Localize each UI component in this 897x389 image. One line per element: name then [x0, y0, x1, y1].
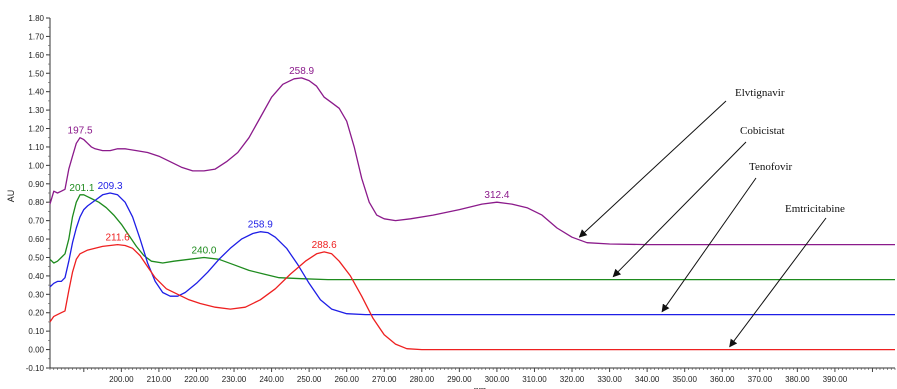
peak-label: 240.0	[191, 245, 216, 256]
series-line-cobicistat	[49, 194, 895, 281]
peak-label: 258.9	[248, 220, 273, 231]
x-tick-label: 210.00	[147, 375, 172, 384]
x-tick-label: 230.00	[222, 375, 247, 384]
peak-label: 197.5	[68, 126, 93, 137]
y-tick-label: 1.00	[28, 161, 44, 170]
x-tick-label: 280.00	[410, 375, 435, 384]
callout-arrow	[661, 177, 757, 313]
y-tick-label: 1.20	[28, 125, 44, 134]
y-tick-label: 0.50	[28, 253, 44, 262]
y-tick-label: 0.00	[28, 346, 44, 355]
y-axis-ticks: -0.10 0.00 0.10 0.20 0.30 0.40 0.50 0.60 0.70 0.8…	[26, 14, 50, 373]
x-tick-label: 360.00	[710, 375, 735, 384]
y-tick-label: 0.80	[28, 198, 44, 207]
peak-label: 201.1	[69, 183, 94, 194]
y-tick-label: 0.40	[28, 272, 44, 281]
y-tick-label: 1.80	[28, 14, 44, 23]
x-tick-label: 370.00	[748, 375, 773, 384]
peak-label: 288.6	[312, 240, 337, 251]
x-tick-label: 250.00	[297, 375, 322, 384]
x-tick-label: 380.00	[785, 375, 810, 384]
x-axis-ticks: 200.00 210.00 220.00 230.00 240.00 250.00 260.…	[49, 368, 896, 384]
x-tick-label: 270.00	[372, 375, 397, 384]
x-tick-label: 390.00	[823, 375, 848, 384]
series-line-tenofovir	[49, 192, 895, 316]
y-tick-label: 0.10	[28, 327, 44, 336]
y-tick-label: 1.70	[28, 32, 44, 41]
y-axis-label: AU	[6, 190, 16, 203]
y-tick-label: 1.60	[28, 51, 44, 60]
y-tick-label: 0.30	[28, 290, 44, 299]
callout-arrow	[729, 217, 827, 348]
callout-label: Cobicistat	[740, 125, 785, 137]
series-line-emtricitabine	[49, 243, 895, 351]
peak-label: 312.4	[484, 190, 509, 201]
x-tick-label: 290.00	[447, 375, 472, 384]
x-tick-label: 310.00	[522, 375, 547, 384]
callout-arrow	[612, 141, 747, 278]
y-tick-label: 1.40	[28, 88, 44, 97]
x-tick-label: 350.00	[672, 375, 697, 384]
callout-label: Tenofovir	[749, 161, 793, 173]
peak-label: 258.9	[289, 66, 314, 77]
callout-label: Elvtignavir	[735, 87, 785, 99]
y-tick-label: 0.90	[28, 180, 44, 189]
y-tick-label: 1.50	[28, 69, 44, 78]
y-tick-label: 0.20	[28, 309, 44, 318]
peak-label: 211.6	[105, 233, 130, 244]
y-tick-label: 0.60	[28, 235, 44, 244]
x-axis-label: nm	[474, 385, 487, 389]
x-tick-label: 340.00	[635, 375, 660, 384]
series-line-elvtignavir	[49, 77, 895, 246]
x-tick-label: 200.00	[109, 375, 134, 384]
spectra-lines	[49, 77, 895, 351]
compound-callouts: Elvtignavir Cobicistat Tenofovir Emtricitab…	[578, 87, 845, 348]
y-tick-label: 0.70	[28, 217, 44, 226]
callout-label: Emtricitabine	[785, 203, 845, 215]
peak-labels: 197.5 258.9 312.4 201.1 240.0 209.3 258.9 211.6…	[68, 66, 510, 257]
x-tick-label: 330.00	[597, 375, 622, 384]
x-tick-label: 220.00	[184, 375, 209, 384]
x-tick-label: 300.00	[485, 375, 510, 384]
x-tick-label: 240.00	[259, 375, 284, 384]
peak-label: 209.3	[98, 181, 123, 192]
y-tick-label: 1.10	[28, 143, 44, 152]
y-tick-label: 1.30	[28, 106, 44, 115]
x-tick-label: 320.00	[560, 375, 585, 384]
x-tick-label: 260.00	[334, 375, 359, 384]
chart-axes	[49, 18, 895, 369]
y-tick-label: -0.10	[26, 364, 45, 373]
callout-arrow	[578, 100, 727, 238]
